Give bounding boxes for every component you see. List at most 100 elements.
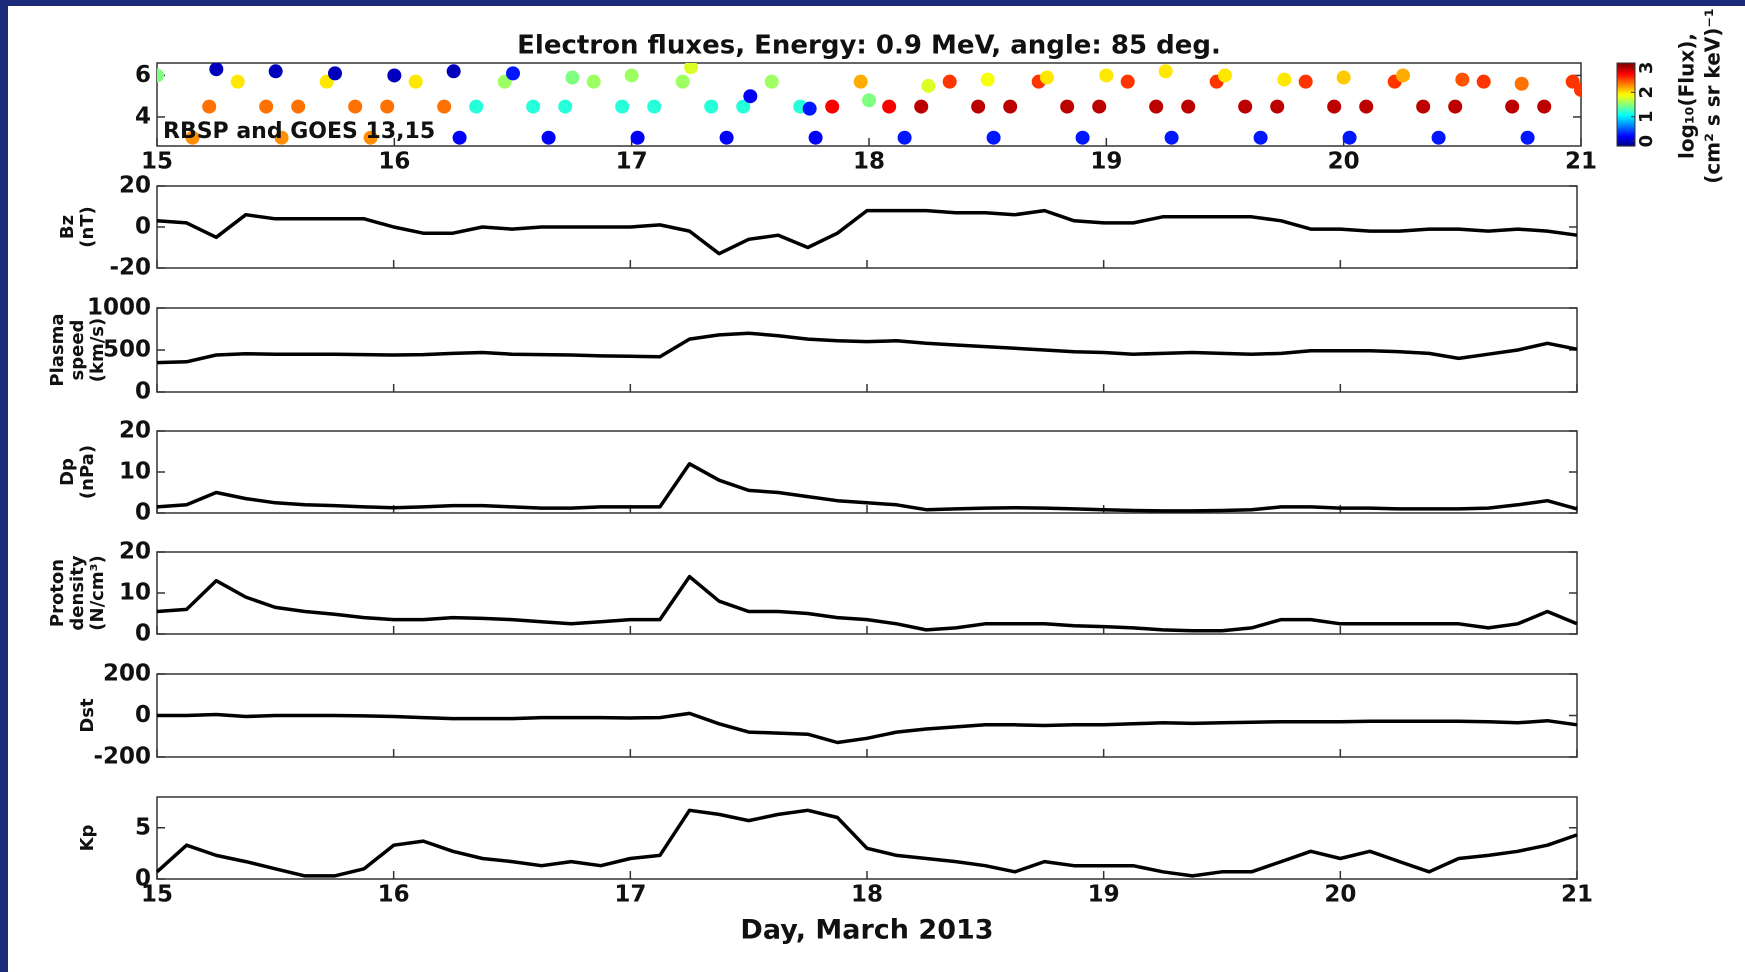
flux-point [1416,99,1431,114]
points [157,63,1581,145]
panel: 0 500 1000 Plasma speed (km/s) [47,295,1578,405]
y-tick-label: -200 [93,744,151,770]
flux-point [274,130,289,145]
flux-point [1164,130,1179,145]
colorbar-cell [1617,96,1635,99]
flux-point [1448,99,1463,114]
flux-point [1455,72,1470,87]
colorbar-cell [1617,108,1635,112]
y-tick-label: 5 [135,814,151,840]
x-tick-label: 17 [614,882,646,908]
flux-point [1342,130,1357,145]
y-tick-label: 20 [119,418,151,444]
colorbar-cell [1617,94,1635,97]
colorbar-cell [1617,87,1635,91]
flux-point [209,63,224,77]
x-tick-label: 17 [616,149,648,175]
flux-point [558,99,573,114]
x-tick-label: 19 [1090,149,1122,175]
colorbar-cell [1617,127,1635,130]
flux-point [1431,130,1446,145]
x-tick-label: 19 [1088,882,1120,908]
flux-point [291,99,306,114]
y-tick-label: 6 [135,62,151,88]
data-line [155,808,1578,878]
flux-point [624,68,639,83]
x-tick-label: 21 [1561,882,1593,908]
colorbar-cell [1617,79,1635,83]
colorbar-cell [1617,139,1635,143]
y-tick-label: 20 [119,539,151,565]
flux-point [363,130,378,145]
flux-point [469,99,484,114]
colorbar-cell [1617,110,1635,114]
colorbar-cell [1617,112,1635,116]
flux-point [971,99,986,114]
flux-point [736,99,751,114]
flux-point [1158,64,1173,79]
colorbar-tick-label: 3 [1636,62,1657,75]
colorbar-cell [1617,123,1635,126]
x-tick-label: 15 [141,882,173,908]
flux-point [862,93,876,108]
flux-point [1270,99,1285,114]
colorbar-cell [1617,73,1635,77]
colorbar-cell [1617,63,1635,66]
flux-point [328,66,342,81]
flux-point [1099,68,1114,83]
flux-point [1396,68,1410,83]
y-axis-label: Dp [57,458,78,486]
y-axis-label: (N/cm³) [87,555,108,630]
y-tick-label: 0 [135,379,151,405]
flux-point [743,89,758,104]
y-tick-label: 4 [135,103,151,129]
colorbar-cell [1617,121,1635,124]
x-axis-label: Day, March 2013 [740,915,993,946]
colorbar-tick-label: 2 [1636,86,1657,99]
colorbar-cell [1617,106,1635,110]
colorbar-tick-label: 1 [1636,110,1657,123]
colorbar-label: log₁₀(Flux), [1675,33,1699,159]
chart-title: Electron fluxes, Energy: 0.9 MeV, angle:… [517,31,1221,61]
colorbar-cell [1617,71,1635,74]
colorbar-cell [1617,102,1635,106]
y-axis-label: (nPa) [77,445,98,499]
colorbar-cell [1617,129,1635,133]
flux-point [157,68,164,83]
colorbar-cell [1617,131,1635,135]
flux-point [268,64,283,79]
colorbar-cell [1617,137,1635,141]
colorbar-cell [1617,100,1635,104]
annotation: RBSP and GOES 13,15 [163,119,435,144]
x-tick-label: 18 [853,149,885,175]
data-line [156,331,1578,365]
flux-point [446,64,461,79]
flux-point [185,130,200,145]
flux-point [1537,99,1552,114]
flux-point [719,130,734,145]
flux-point [764,74,779,89]
x-tick-label: 16 [378,149,410,175]
y-tick-label: 10 [119,459,151,485]
flux-point [897,130,912,145]
flux-point [914,99,929,114]
flux-point [1003,99,1018,114]
data-line [157,711,1578,745]
flux-point [675,74,690,89]
flux-point [853,74,868,89]
flux-point [825,99,840,114]
flux-point [1520,130,1535,145]
flux-point [452,130,467,145]
flux-point [1574,82,1581,97]
y-tick-label: 0 [135,214,151,240]
flux-point [1514,76,1529,91]
flux-point [1476,74,1491,89]
colorbar-cell [1617,98,1635,101]
flux-point [684,63,698,75]
colorbar-cell [1617,143,1635,147]
flux-point [506,66,520,81]
data-line [156,574,1578,633]
